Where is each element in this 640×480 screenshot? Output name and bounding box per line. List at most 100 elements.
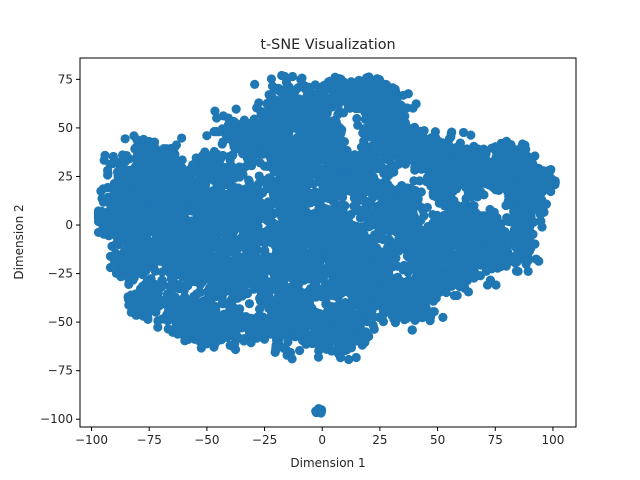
- scatter-point: [207, 186, 218, 196]
- scatter-point: [305, 144, 315, 155]
- scatter-point: [196, 334, 206, 344]
- scatter-point: [125, 291, 135, 302]
- scatter-point: [234, 216, 244, 226]
- scatter-point: [198, 178, 208, 188]
- scatter-point: [291, 217, 301, 227]
- scatter-point: [188, 297, 198, 307]
- scatter-point: [322, 146, 332, 157]
- scatter-point: [292, 101, 303, 111]
- scatter-point: [202, 131, 212, 141]
- scatter-point: [351, 166, 361, 176]
- scatter-point: [138, 311, 148, 321]
- scatter-point: [131, 297, 141, 307]
- scatter-point: [153, 316, 163, 326]
- scatter-point: [165, 189, 175, 199]
- scatter-point: [300, 249, 310, 259]
- scatter-point: [139, 212, 149, 222]
- scatter-point: [329, 79, 339, 90]
- scatter-point: [255, 329, 265, 339]
- scatter-point: [326, 326, 336, 336]
- scatter-point: [336, 124, 346, 134]
- scatter-point: [381, 80, 391, 90]
- scatter-point: [109, 257, 120, 267]
- scatter-point: [153, 164, 163, 174]
- scatter-point: [234, 172, 245, 182]
- scatter-point: [285, 155, 295, 165]
- scatter-point: [206, 213, 216, 224]
- scatter-point: [110, 157, 121, 167]
- scatter-point: [264, 322, 275, 332]
- scatter-point: [222, 171, 232, 182]
- scatter-point: [376, 87, 386, 97]
- scatter-point: [360, 95, 370, 105]
- scatter-point: [162, 227, 172, 238]
- scatter-point: [232, 235, 242, 245]
- scatter-point: [129, 228, 140, 238]
- scatter-point: [279, 85, 289, 95]
- scatter-point: [235, 198, 246, 208]
- scatter-point: [299, 288, 310, 298]
- scatter-point: [335, 353, 346, 363]
- scatter-point: [198, 307, 208, 317]
- scatter-point: [116, 272, 126, 282]
- scatter-point: [122, 174, 132, 185]
- scatter-point: [154, 301, 164, 311]
- scatter-point: [254, 226, 265, 237]
- scatter-point: [278, 111, 288, 121]
- scatter-point: [220, 191, 230, 201]
- scatter-point: [217, 297, 228, 307]
- scatter-point: [141, 167, 151, 178]
- scatter-point: [188, 160, 198, 170]
- scatter-point: [268, 209, 279, 219]
- scatter-point: [180, 227, 190, 237]
- scatter-point: [281, 292, 291, 303]
- scatter-point: [177, 211, 188, 221]
- scatter-point: [294, 138, 305, 148]
- scatter-point: [310, 329, 321, 339]
- scatter-point: [267, 81, 278, 91]
- scatter-point: [169, 206, 179, 217]
- scatter-point: [123, 252, 133, 263]
- scatter-point: [165, 179, 175, 189]
- scatter-point: [234, 125, 244, 136]
- scatter-point: [207, 156, 217, 166]
- scatter-point: [326, 234, 336, 244]
- scatter-point: [184, 312, 194, 323]
- scatter-point: [313, 274, 323, 284]
- scatter-point: [348, 99, 359, 109]
- scatter-point: [240, 189, 250, 199]
- scatter-point: [295, 129, 305, 139]
- scatter-point: [123, 167, 133, 177]
- scatter-point: [291, 290, 302, 301]
- scatter-point: [247, 205, 257, 215]
- scatter-point: [307, 112, 318, 122]
- scatter-point: [225, 155, 235, 165]
- scatter-point: [193, 262, 203, 272]
- scatter-point: [317, 99, 327, 109]
- scatter-point: [178, 204, 188, 214]
- scatter-point: [130, 219, 140, 229]
- scatter-point: [114, 188, 125, 198]
- scatter-point: [302, 337, 312, 347]
- scatter-point: [318, 212, 328, 222]
- scatter-point: [318, 252, 328, 262]
- scatter-point: [294, 163, 305, 174]
- scatter-point: [153, 208, 163, 218]
- scatter-point: [163, 316, 173, 326]
- scatter-point: [350, 81, 361, 92]
- scatter-point: [246, 313, 256, 323]
- scatter-point: [341, 339, 351, 349]
- scatter-point: [124, 203, 134, 213]
- scatter-point: [99, 229, 109, 239]
- scatter-point: [271, 345, 281, 355]
- scatter-point: [131, 310, 141, 320]
- scatter-point: [322, 176, 332, 186]
- scatter-point: [338, 108, 349, 118]
- scatter-point: [301, 182, 312, 192]
- scatter-point: [135, 174, 145, 184]
- scatter-point: [274, 129, 284, 140]
- scatter-point: [205, 245, 215, 255]
- scatter-point: [109, 206, 119, 216]
